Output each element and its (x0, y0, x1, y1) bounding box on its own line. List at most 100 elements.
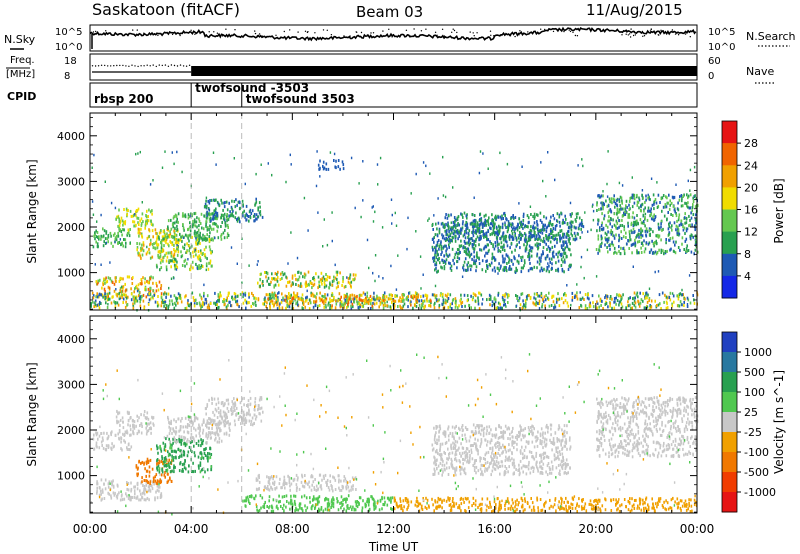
power-cell (677, 246, 680, 249)
power-cell (176, 260, 178, 264)
power-cell (191, 260, 194, 264)
power-cell (262, 283, 264, 287)
power-cell (181, 239, 183, 243)
power-cell (238, 200, 241, 204)
power-cell (147, 281, 149, 285)
velocity-cell (156, 482, 158, 486)
power-cell (466, 224, 468, 228)
power-cell (154, 228, 157, 232)
power-cell (673, 250, 675, 253)
power-cell (598, 228, 601, 232)
power-cell (681, 242, 683, 246)
power-cell (203, 283, 205, 287)
power-cell (592, 301, 594, 305)
power-cell (435, 263, 438, 267)
power-cell (113, 289, 116, 293)
power-cell (484, 244, 487, 248)
power-cell (317, 304, 319, 308)
power-cell (529, 228, 532, 232)
velocity-cell (131, 496, 133, 499)
power-cell (498, 249, 500, 252)
power-cell (156, 237, 158, 241)
power-cell (275, 294, 277, 298)
power-cell (253, 214, 256, 218)
power-cell (248, 293, 250, 297)
velocity-cell (107, 436, 109, 440)
power-cell (524, 299, 527, 303)
power-cell (519, 246, 521, 250)
power-cell (122, 223, 124, 227)
power-cell (342, 278, 344, 282)
search-noise-dot (254, 30, 256, 32)
power-cell (98, 302, 100, 306)
power-cell (410, 303, 412, 307)
power-cell (472, 234, 475, 238)
power-cell (630, 243, 633, 247)
power-cell (620, 246, 622, 250)
velocity-cell (129, 448, 131, 452)
velocity-cell (136, 474, 139, 478)
power-cell (458, 244, 461, 248)
power-cell (514, 248, 516, 252)
power-cell (243, 209, 245, 213)
power-cell (682, 194, 684, 198)
power-cell (164, 237, 167, 241)
power-cell (372, 205, 374, 208)
power-cell (180, 300, 183, 304)
colorbar-swatch (722, 165, 737, 188)
power-cell (560, 211, 562, 215)
power-cell (248, 264, 250, 267)
power-cell (536, 213, 538, 217)
power-cell (438, 298, 440, 302)
velocity-cell (193, 444, 195, 448)
power-cell (612, 234, 614, 238)
power-cell (403, 293, 405, 297)
power-cell (369, 294, 372, 298)
velocity-cell (169, 477, 171, 481)
power-cell (444, 216, 447, 220)
power-cell (473, 255, 475, 259)
power-cell (255, 200, 258, 204)
search-noise-dot (208, 31, 210, 33)
power-cell (533, 234, 536, 238)
power-cell (231, 213, 234, 217)
power-cell (242, 214, 244, 218)
power-cell (193, 247, 196, 251)
power-cell (553, 303, 556, 307)
power-cell (236, 203, 238, 207)
power-cell (448, 261, 450, 265)
power-cell (632, 265, 634, 268)
power-cell (346, 295, 349, 299)
search-noise-dot (154, 33, 156, 35)
power-cell (491, 219, 493, 223)
power-cell (92, 213, 95, 216)
power-cell (160, 229, 162, 232)
power-cell (366, 291, 369, 295)
power-cell (203, 214, 206, 218)
power-cell (305, 284, 307, 288)
velocity-cell (107, 485, 110, 489)
velocity-cell (215, 426, 218, 430)
power-cell (368, 297, 370, 301)
power-cell (307, 282, 310, 286)
power-cell (473, 242, 475, 246)
power-cell (192, 266, 194, 270)
power-cell (690, 250, 693, 254)
power-cell (165, 251, 168, 255)
power-cell (420, 295, 422, 299)
power-cell (657, 303, 660, 307)
power-cell (606, 233, 608, 237)
power-cell (230, 304, 232, 308)
power-cell (641, 189, 644, 192)
power-cell (136, 216, 138, 220)
power-cell (290, 163, 292, 166)
velocity-cell (170, 459, 173, 463)
velocity-cell (161, 455, 163, 459)
power-cell (122, 244, 124, 248)
power-cell (506, 162, 509, 166)
power-cell (340, 300, 343, 304)
power-cell (257, 208, 259, 212)
power-cell (613, 194, 615, 198)
velocity-cell (158, 459, 161, 463)
velocity-cell (133, 426, 136, 430)
